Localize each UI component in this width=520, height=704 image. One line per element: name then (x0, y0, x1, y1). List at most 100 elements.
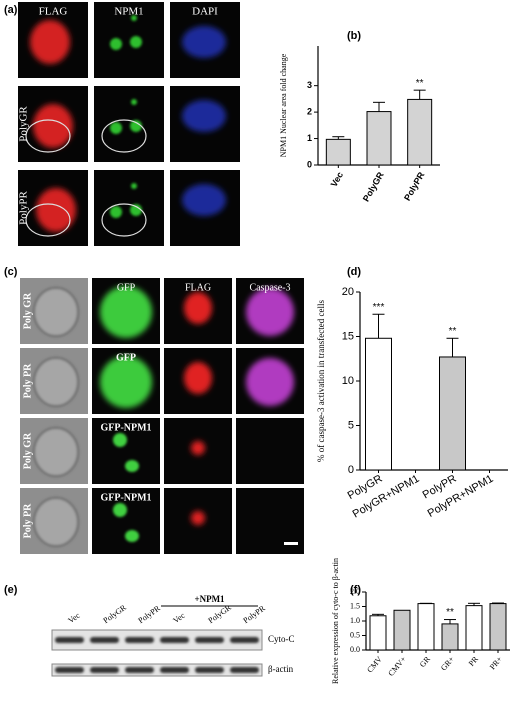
x-tick-label: CMV (365, 655, 384, 675)
x-tick-label: GR+ (439, 654, 456, 672)
blob (246, 358, 294, 406)
row-label: PolyGR (18, 106, 30, 142)
band (230, 637, 259, 643)
micrograph (236, 418, 304, 484)
blob (110, 206, 122, 218)
band-label: Cyto-C (268, 634, 295, 644)
panel-label: (e) (4, 584, 18, 596)
y-tick-label: 0 (307, 159, 312, 169)
blob (131, 99, 137, 105)
x-tick-label: PR+ (488, 654, 504, 671)
bar (407, 98, 433, 166)
band (195, 667, 224, 673)
panel-label: (b) (347, 30, 361, 42)
scale-bar (284, 542, 298, 545)
blob (182, 184, 226, 216)
bar (465, 605, 483, 651)
micrograph (94, 86, 164, 162)
micrograph (92, 488, 160, 554)
micrograph (94, 170, 164, 246)
blob (130, 120, 142, 132)
y-tick-label: 10 (342, 375, 354, 387)
bar (489, 603, 507, 651)
blob (130, 36, 142, 48)
blob (33, 104, 73, 148)
blob (125, 460, 139, 472)
band (125, 637, 154, 643)
bar (393, 609, 411, 651)
significance: ** (446, 607, 454, 618)
blob (110, 122, 122, 134)
row-label: Poly GR (22, 432, 33, 469)
highlight-circle (25, 203, 71, 237)
bar (325, 138, 351, 166)
blob (130, 204, 142, 216)
bar (366, 111, 392, 166)
y-axis-title: NPM1 Nuclear area fold change (279, 53, 288, 157)
y-tick-label: 0.5 (350, 630, 360, 639)
y-tick-label: 0 (348, 464, 354, 476)
y-tick-label: 2.0 (350, 587, 360, 596)
blob (100, 356, 152, 408)
row-label: Poly PR (22, 363, 33, 398)
lane-label: Vec (172, 611, 187, 626)
column-label: NPM1 (114, 6, 143, 18)
blob (113, 503, 127, 517)
blob (36, 188, 76, 232)
column-label: DAPI (192, 6, 218, 18)
column-label: Caspase-3 (249, 282, 290, 293)
blob (110, 38, 122, 50)
band (55, 637, 84, 643)
lane-label: PolyGR (102, 603, 129, 626)
band (55, 667, 84, 673)
y-tick-label: 3 (307, 80, 312, 90)
blot (51, 629, 263, 651)
x-tick-label: GR (418, 654, 432, 669)
blob (100, 286, 152, 338)
column-label: FLAG (185, 282, 211, 293)
y-tick-label: 1.5 (350, 601, 360, 610)
row-label: Poly PR (22, 503, 33, 538)
blob (125, 530, 139, 542)
blob (113, 433, 127, 447)
highlight-circle (25, 119, 71, 153)
panel-label: (c) (4, 266, 18, 278)
significance: ** (449, 326, 457, 337)
x-tick-label: PolyPR+NPM1 (426, 473, 496, 520)
column-label: FLAG (39, 6, 68, 18)
lane-label: PolyPR (137, 603, 163, 625)
group-label: +NPM1 (194, 594, 225, 604)
blob (182, 100, 226, 132)
cell (33, 497, 79, 547)
significance: *** (373, 302, 385, 313)
image-label: GFP-NPM1 (100, 492, 151, 503)
bar (417, 603, 435, 651)
bar (365, 337, 392, 471)
micrograph (94, 2, 164, 78)
y-tick-label: 1 (307, 133, 312, 143)
y-axis-title: Relative expression of cyto-c to β-actin (331, 558, 340, 684)
x-tick-label: CMV+ (386, 654, 408, 678)
cell (33, 357, 79, 407)
panel-label: (d) (347, 266, 361, 278)
y-tick-label: 20 (342, 286, 354, 298)
image-label: GFP-NPM1 (100, 422, 151, 433)
blob (131, 183, 137, 189)
panel-label: (f) (350, 584, 361, 596)
x-tick-label: PolyGR (361, 170, 386, 204)
blob (191, 441, 205, 455)
band (125, 667, 154, 673)
micrograph (92, 418, 160, 484)
highlight-circle (101, 119, 147, 153)
band (230, 667, 259, 673)
y-tick-label: 2 (307, 106, 312, 116)
blob (191, 511, 205, 525)
highlight-circle (101, 203, 147, 237)
blob (184, 292, 212, 324)
y-tick-label: 0.0 (350, 645, 360, 654)
y-tick-label: 1.0 (350, 616, 360, 625)
band-label: β-actin (268, 664, 294, 674)
cell (33, 287, 79, 337)
x-tick-label: PolyPR (402, 170, 427, 203)
